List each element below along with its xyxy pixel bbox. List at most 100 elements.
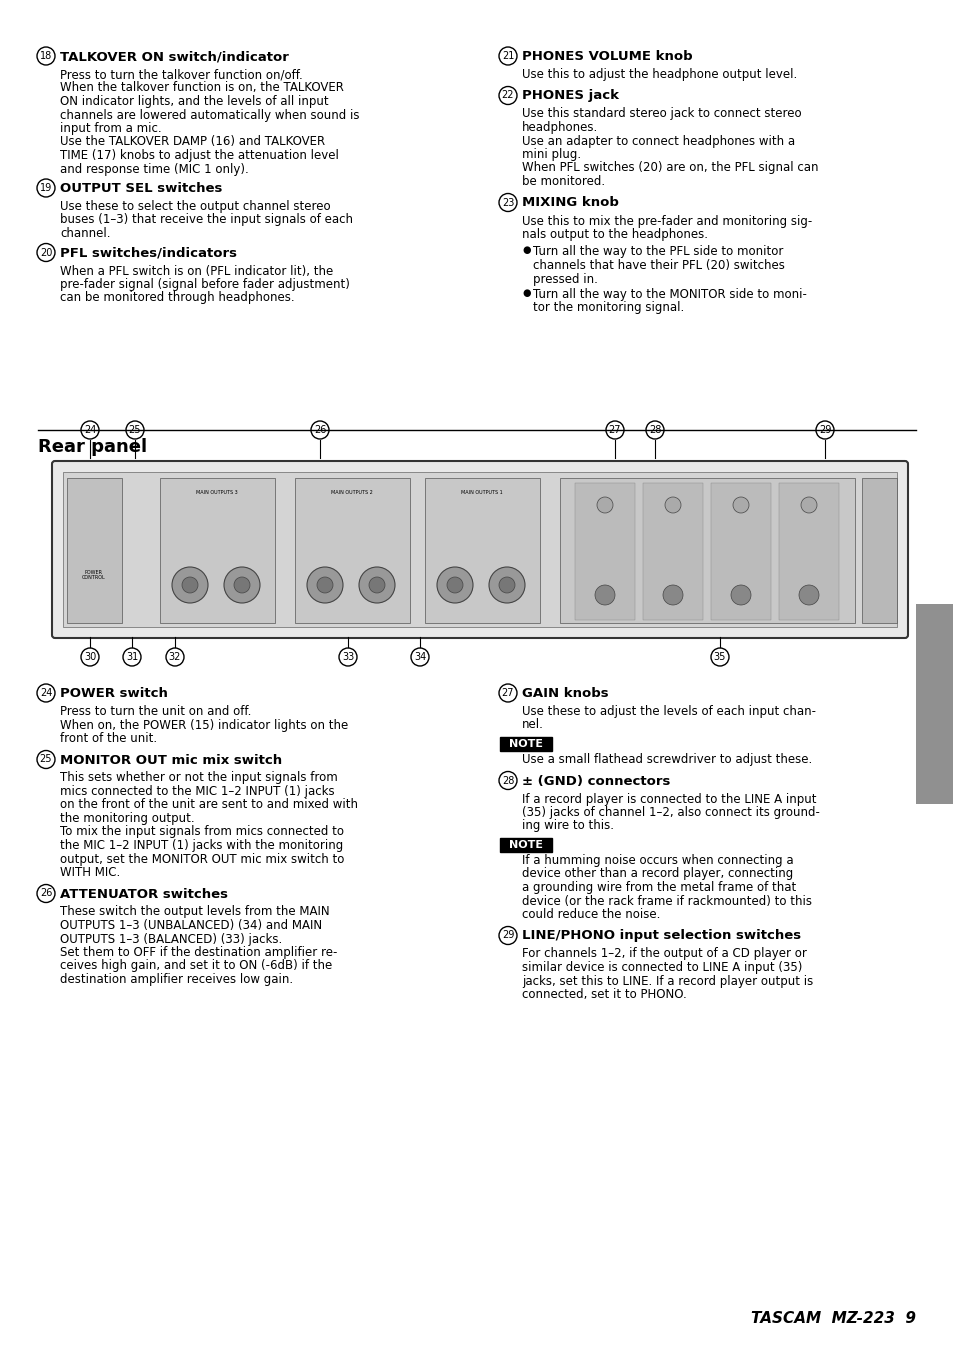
Text: OUTPUT SEL switches: OUTPUT SEL switches bbox=[60, 181, 222, 195]
Text: LINE/PHONO input selection switches: LINE/PHONO input selection switches bbox=[521, 929, 801, 942]
Bar bbox=[294, 478, 410, 623]
Bar bbox=[499, 737, 552, 751]
Circle shape bbox=[730, 585, 750, 605]
Circle shape bbox=[799, 585, 818, 605]
Text: tor the monitoring signal.: tor the monitoring signal. bbox=[533, 302, 683, 314]
Text: 19: 19 bbox=[40, 183, 52, 194]
Text: When PFL switches (20) are on, the PFL signal can: When PFL switches (20) are on, the PFL s… bbox=[521, 161, 818, 175]
Text: ing wire to this.: ing wire to this. bbox=[521, 819, 614, 833]
Text: (35) jacks of channel 1–2, also connect its ground-: (35) jacks of channel 1–2, also connect … bbox=[521, 806, 819, 819]
Text: 34: 34 bbox=[414, 653, 426, 662]
Circle shape bbox=[489, 567, 524, 603]
Text: ceives high gain, and set it to ON (-6dB) if the: ceives high gain, and set it to ON (-6dB… bbox=[60, 960, 332, 972]
Bar bbox=[559, 478, 854, 623]
Text: ATTENUATOR switches: ATTENUATOR switches bbox=[60, 887, 228, 900]
Circle shape bbox=[801, 497, 816, 513]
Text: PFL switches/indicators: PFL switches/indicators bbox=[60, 246, 236, 260]
Text: MAIN OUTPUTS 2: MAIN OUTPUTS 2 bbox=[331, 490, 373, 496]
Text: MIXING knob: MIXING knob bbox=[521, 196, 618, 210]
Text: pre-fader signal (signal before fader adjustment): pre-fader signal (signal before fader ad… bbox=[60, 278, 350, 291]
Text: 27: 27 bbox=[608, 425, 620, 435]
Text: When on, the POWER (15) indicator lights on the: When on, the POWER (15) indicator lights… bbox=[60, 719, 348, 731]
Text: If a humming noise occurs when connecting a: If a humming noise occurs when connectin… bbox=[521, 854, 793, 867]
Text: the MIC 1–2 INPUT (1) jacks with the monitoring: the MIC 1–2 INPUT (1) jacks with the mon… bbox=[60, 839, 343, 852]
Text: 32: 32 bbox=[169, 653, 181, 662]
Bar bbox=[862, 478, 896, 623]
Text: Use these to select the output channel stereo: Use these to select the output channel s… bbox=[60, 200, 331, 213]
Text: headphones.: headphones. bbox=[521, 121, 598, 134]
Text: ●: ● bbox=[521, 288, 530, 298]
Text: POWER switch: POWER switch bbox=[60, 686, 168, 700]
Text: 25: 25 bbox=[40, 754, 52, 765]
Text: 31: 31 bbox=[126, 653, 138, 662]
Text: NOTE: NOTE bbox=[509, 739, 542, 749]
Text: nel.: nel. bbox=[521, 719, 543, 731]
Text: Use the TALKOVER DAMP (16) and TALKOVER: Use the TALKOVER DAMP (16) and TALKOVER bbox=[60, 135, 325, 149]
Text: device (or the rack frame if rackmounted) to this: device (or the rack frame if rackmounted… bbox=[521, 895, 811, 907]
Text: OUTPUTS 1–3 (UNBALANCED) (34) and MAIN: OUTPUTS 1–3 (UNBALANCED) (34) and MAIN bbox=[60, 919, 322, 932]
Text: Use this standard stereo jack to connect stereo: Use this standard stereo jack to connect… bbox=[521, 107, 801, 121]
Text: Turn all the way to the PFL side to monitor: Turn all the way to the PFL side to moni… bbox=[533, 245, 782, 259]
Bar bbox=[710, 483, 770, 620]
Text: channels that have their PFL (20) switches: channels that have their PFL (20) switch… bbox=[533, 259, 784, 272]
Text: POWER
CONTROL: POWER CONTROL bbox=[82, 570, 106, 581]
Text: Turn all the way to the MONITOR side to moni-: Turn all the way to the MONITOR side to … bbox=[533, 288, 806, 301]
Text: PHONES jack: PHONES jack bbox=[521, 89, 618, 103]
FancyBboxPatch shape bbox=[52, 460, 907, 638]
Text: 22: 22 bbox=[501, 91, 514, 100]
Text: 23: 23 bbox=[501, 198, 514, 207]
Text: MAIN OUTPUTS 3: MAIN OUTPUTS 3 bbox=[196, 490, 237, 496]
Text: channels are lowered automatically when sound is: channels are lowered automatically when … bbox=[60, 108, 359, 122]
Bar bbox=[575, 483, 635, 620]
Text: jacks, set this to LINE. If a record player output is: jacks, set this to LINE. If a record pla… bbox=[521, 975, 812, 987]
Text: front of the unit.: front of the unit. bbox=[60, 733, 157, 745]
Text: 21: 21 bbox=[501, 51, 514, 61]
Text: mini plug.: mini plug. bbox=[521, 148, 580, 161]
Text: a grounding wire from the metal frame of that: a grounding wire from the metal frame of… bbox=[521, 881, 796, 894]
Text: channel.: channel. bbox=[60, 227, 111, 240]
Circle shape bbox=[447, 577, 462, 593]
Text: ± (GND) connectors: ± (GND) connectors bbox=[521, 774, 670, 788]
Circle shape bbox=[182, 577, 198, 593]
Text: TASCAM  MZ-223  9: TASCAM MZ-223 9 bbox=[750, 1311, 915, 1326]
Text: 26: 26 bbox=[314, 425, 326, 435]
Text: 29: 29 bbox=[501, 930, 514, 941]
Text: 24: 24 bbox=[40, 688, 52, 699]
Circle shape bbox=[436, 567, 473, 603]
Circle shape bbox=[358, 567, 395, 603]
Text: MONITOR OUT mic mix switch: MONITOR OUT mic mix switch bbox=[60, 753, 282, 766]
Circle shape bbox=[732, 497, 748, 513]
Text: ●: ● bbox=[521, 245, 530, 256]
Circle shape bbox=[498, 577, 515, 593]
Text: on the front of the unit are sent to and mixed with: on the front of the unit are sent to and… bbox=[60, 799, 357, 811]
Text: 24: 24 bbox=[84, 425, 96, 435]
Text: 33: 33 bbox=[341, 653, 354, 662]
Text: Use this to adjust the headphone output level.: Use this to adjust the headphone output … bbox=[521, 68, 797, 81]
Bar bbox=[160, 478, 274, 623]
Text: When a PFL switch is on (PFL indicator lit), the: When a PFL switch is on (PFL indicator l… bbox=[60, 264, 333, 278]
Text: 29: 29 bbox=[818, 425, 830, 435]
Text: OUTPUTS 1–3 (BALANCED) (33) jacks.: OUTPUTS 1–3 (BALANCED) (33) jacks. bbox=[60, 933, 282, 945]
Circle shape bbox=[597, 497, 613, 513]
Text: This sets whether or not the input signals from: This sets whether or not the input signa… bbox=[60, 772, 337, 784]
Circle shape bbox=[307, 567, 343, 603]
Text: input from a mic.: input from a mic. bbox=[60, 122, 161, 135]
Bar bbox=[915, 604, 953, 804]
Bar bbox=[642, 483, 702, 620]
Text: 20: 20 bbox=[40, 248, 52, 257]
Text: mics connected to the MIC 1–2 INPUT (1) jacks: mics connected to the MIC 1–2 INPUT (1) … bbox=[60, 785, 335, 798]
Bar bbox=[779, 483, 838, 620]
Text: PHONES VOLUME knob: PHONES VOLUME knob bbox=[521, 50, 692, 64]
Text: Set them to OFF if the destination amplifier re-: Set them to OFF if the destination ampli… bbox=[60, 946, 337, 959]
Text: 35: 35 bbox=[713, 653, 725, 662]
Text: When the talkover function is on, the TALKOVER: When the talkover function is on, the TA… bbox=[60, 81, 343, 95]
Text: and response time (MIC 1 only).: and response time (MIC 1 only). bbox=[60, 162, 249, 176]
Circle shape bbox=[662, 585, 682, 605]
Text: similar device is connected to LINE A input (35): similar device is connected to LINE A in… bbox=[521, 961, 801, 974]
Text: Use a small flathead screwdriver to adjust these.: Use a small flathead screwdriver to adju… bbox=[521, 753, 811, 766]
Text: These switch the output levels from the MAIN: These switch the output levels from the … bbox=[60, 906, 330, 918]
Circle shape bbox=[233, 577, 250, 593]
Text: output, set the MONITOR OUT mic mix switch to: output, set the MONITOR OUT mic mix swit… bbox=[60, 853, 344, 865]
Circle shape bbox=[369, 577, 385, 593]
Text: NOTE: NOTE bbox=[509, 839, 542, 850]
